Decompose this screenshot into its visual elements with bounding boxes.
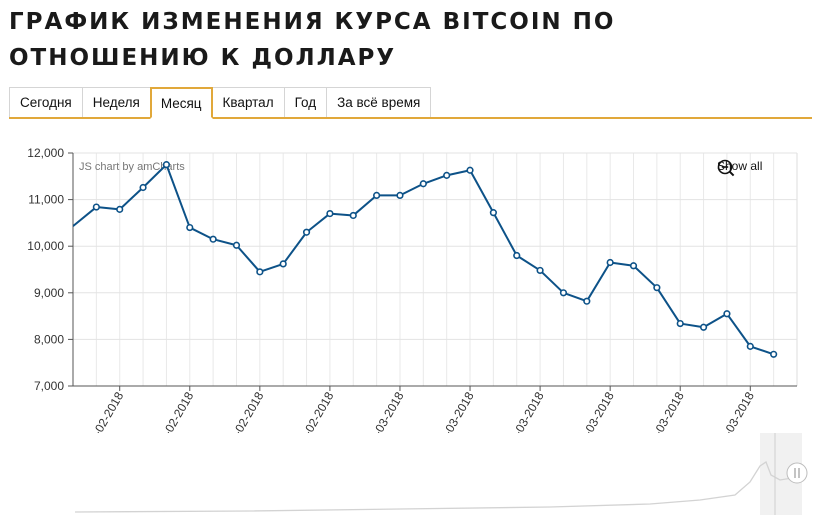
data-point[interactable] <box>419 180 427 188</box>
data-point[interactable] <box>513 251 521 260</box>
tab-week[interactable]: Неделя <box>81 87 151 117</box>
y-tick-label: 12,000 <box>27 146 64 160</box>
tab-all-time[interactable]: За всё время <box>326 87 432 117</box>
page-title: ГРАФИК ИЗМЕНЕНИЯ КУРСА BITCOIN ПО ОТНОШЕ… <box>9 9 616 71</box>
show-all-button[interactable]: Show all <box>717 159 763 177</box>
data-point[interactable] <box>629 262 638 270</box>
data-point[interactable] <box>302 228 311 236</box>
chart-credit[interactable]: JS chart by amCharts <box>79 161 185 173</box>
data-point[interactable] <box>443 171 451 179</box>
period-tabs: Сегодня Неделя Месяц Квартал Год За всё … <box>9 87 812 119</box>
data-point[interactable] <box>373 191 381 200</box>
y-tick-label: 9,000 <box>34 286 64 300</box>
scrollbar-track <box>75 433 797 515</box>
data-point[interactable] <box>162 161 171 169</box>
data-point[interactable] <box>186 223 194 232</box>
data-point[interactable] <box>489 209 497 217</box>
data-point[interactable] <box>349 211 357 220</box>
data-point[interactable] <box>92 203 100 211</box>
tab-quarter[interactable]: Квартал <box>211 87 285 117</box>
data-point[interactable] <box>583 297 591 305</box>
scrollbar-preview-line <box>74 461 801 513</box>
y-tick-label: 8,000 <box>34 332 64 346</box>
scrollbar-grip[interactable] <box>786 462 808 484</box>
data-point[interactable] <box>256 268 264 276</box>
y-tick-label: 7,000 <box>34 379 64 393</box>
data-point[interactable] <box>536 266 544 275</box>
show-all-label: Show all <box>717 159 763 173</box>
chart-area: 7,000 8,000 9,000 10,000 11,000 12,000 18-02-2… <box>0 130 820 521</box>
price-chart: 7,0008,0009,00010,00011,00012,00018-02-2… <box>27 146 808 515</box>
y-tick-label: 11,000 <box>28 193 64 207</box>
data-point[interactable] <box>209 235 217 243</box>
chart-grid <box>72 152 798 387</box>
y-tick-label: 10,000 <box>27 239 64 253</box>
data-point[interactable] <box>746 342 754 350</box>
data-point[interactable] <box>232 241 241 249</box>
data-point[interactable] <box>116 205 124 213</box>
data-point[interactable] <box>139 183 147 192</box>
data-point[interactable] <box>326 209 334 218</box>
data-point[interactable] <box>676 319 684 328</box>
tab-month[interactable]: Месяц <box>149 87 213 119</box>
price-series <box>73 161 778 358</box>
data-point[interactable] <box>606 258 614 267</box>
zoom-out-icon <box>717 159 735 177</box>
data-point[interactable] <box>770 350 778 358</box>
data-point[interactable] <box>466 166 474 174</box>
data-point[interactable] <box>559 289 568 297</box>
data-point[interactable] <box>279 260 287 268</box>
data-point[interactable] <box>653 284 661 292</box>
tab-today[interactable]: Сегодня <box>9 87 83 117</box>
tab-year[interactable]: Год <box>283 87 328 117</box>
data-point[interactable] <box>396 191 404 200</box>
data-point[interactable] <box>723 310 731 318</box>
chart-scrollbar[interactable] <box>74 433 808 515</box>
data-point[interactable] <box>699 323 708 331</box>
